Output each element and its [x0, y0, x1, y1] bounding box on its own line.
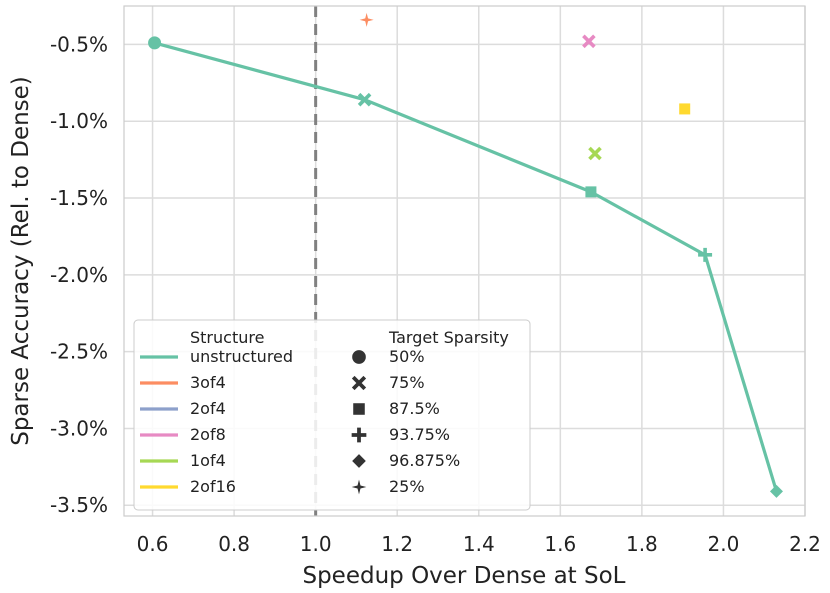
y-tick-label: -0.5%	[50, 32, 108, 56]
point-3of4-star	[359, 12, 374, 27]
legend-marker-square	[353, 403, 365, 415]
point-2of8-x	[582, 34, 596, 49]
legend-marker-star	[351, 479, 367, 495]
legend-label-96.875%: 96.875%	[389, 451, 460, 470]
legend-label-unstructured: unstructured	[190, 347, 293, 366]
legend-label-2of16: 2of16	[190, 477, 236, 496]
legend-structure-entries: unstructured 3of4 2of4 2of8 1of4 2of16	[140, 347, 293, 496]
plot-frame	[123, 5, 806, 517]
y-tick-label: -2.5%	[50, 340, 108, 364]
point-unstructured-plus	[698, 247, 713, 262]
y-tick-label: -2.0%	[50, 263, 108, 287]
legend-marker-x	[351, 375, 367, 391]
legend-label-75%: 75%	[389, 373, 425, 392]
x-tick-label: 2.0	[708, 532, 740, 556]
legend-box	[133, 319, 531, 511]
legend-label-50%: 50%	[389, 347, 425, 366]
y-axis-label: Sparse Accuracy (Rel. to Dense)	[8, 76, 34, 446]
legend-sparsity-entries: 50% 75% 87.5% 93.75% 96.875% 25%	[351, 347, 460, 496]
legend-label-93.75%: 93.75%	[389, 425, 450, 444]
point-2of16-square	[679, 103, 691, 115]
x-tick-label: 1.0	[300, 532, 332, 556]
legend-marker-circle	[352, 350, 366, 364]
point-unstructured-diamond	[769, 484, 783, 498]
x-tick-label: 1.6	[544, 532, 576, 556]
y-tick-labels: -0.5% -1.0% -1.5% -2.0% -2.5% -3.0% -3.5%	[50, 32, 108, 517]
legend-marker-diamond	[352, 454, 366, 468]
legend-label-3of4: 3of4	[190, 373, 226, 392]
x-tick-label: 0.6	[137, 532, 169, 556]
y-tick-label: -3.5%	[50, 493, 108, 517]
legend-marker-plus	[351, 427, 367, 443]
point-unstructured-x	[357, 92, 372, 107]
x-axis-label: Speedup Over Dense at SoL	[302, 563, 625, 589]
point-unstructured-circle	[148, 36, 162, 50]
series-layer	[148, 12, 783, 498]
x-tick-label: 1.4	[463, 532, 495, 556]
x-tick-label: 1.8	[626, 532, 658, 556]
y-tick-label: -1.0%	[50, 109, 108, 133]
legend-label-1of4: 1of4	[190, 451, 226, 470]
x-tick-labels: 0.6 0.8 1.0 1.2 1.4 1.6 1.8 2.0 2.2	[137, 532, 821, 556]
x-tick-label: 2.2	[789, 532, 821, 556]
legend-label-87.5%: 87.5%	[389, 399, 440, 418]
point-unstructured-square	[585, 186, 597, 198]
y-tick-label: -1.5%	[50, 186, 108, 210]
x-tick-label: 1.2	[381, 532, 413, 556]
legend-label-25%: 25%	[389, 477, 425, 496]
legend-label-2of4: 2of4	[190, 399, 226, 418]
legend: Structure Target Sparsity unstructured 3o…	[133, 319, 531, 511]
x-tick-label: 0.8	[218, 532, 250, 556]
legend-structure-title: Structure	[190, 328, 264, 347]
legend-label-2of8: 2of8	[190, 425, 226, 444]
y-tick-label: -3.0%	[50, 416, 108, 440]
point-1of4-x	[588, 146, 602, 161]
legend-sparsity-title: Target Sparsity	[388, 328, 509, 347]
